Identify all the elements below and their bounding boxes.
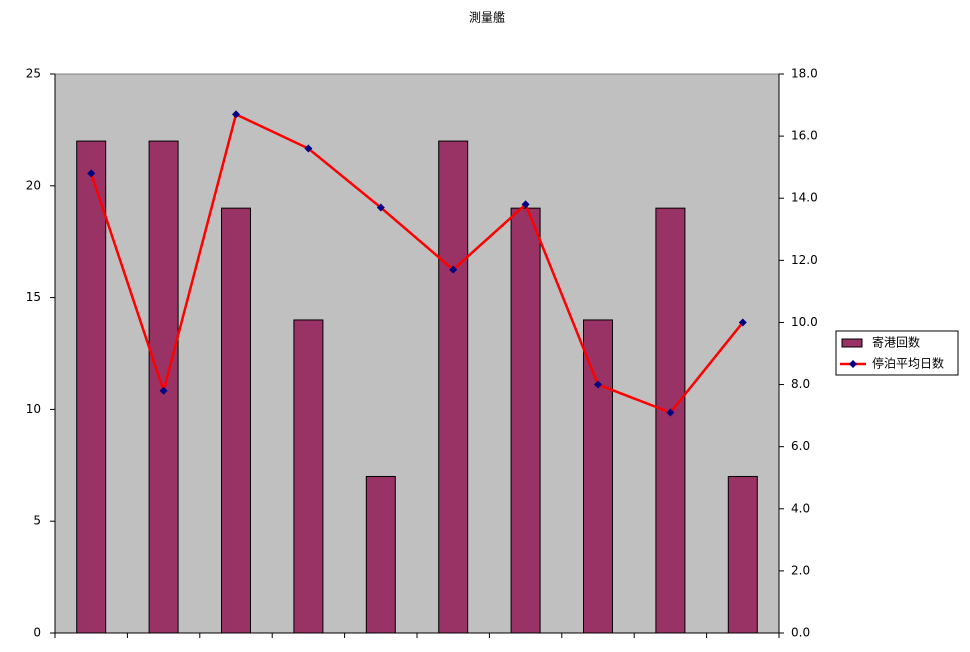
legend-box <box>835 330 959 376</box>
y2-tick-label: 6.0 <box>791 439 810 453</box>
bar <box>438 140 469 634</box>
y2-tick-label: 12.0 <box>791 253 818 267</box>
bar <box>510 207 541 634</box>
y-tick-label: 0 <box>33 626 41 640</box>
y2-tick-label: 16.0 <box>791 129 818 143</box>
y2-tick-label: 4.0 <box>791 501 810 515</box>
y2-tick-label: 0.0 <box>791 626 810 640</box>
marker <box>666 408 675 417</box>
marker <box>232 110 240 119</box>
bar <box>655 207 686 634</box>
y2-tick-label: 8.0 <box>791 377 810 391</box>
y-tick-label: 10 <box>26 402 41 416</box>
y2-tick-label: 10.0 <box>791 315 818 329</box>
marker <box>449 265 458 274</box>
bar <box>76 140 107 634</box>
marker <box>738 318 747 327</box>
y-tick-label: 20 <box>26 178 41 192</box>
marker <box>376 203 385 212</box>
bar <box>727 475 758 634</box>
bar <box>365 475 396 634</box>
y2-tick-label: 14.0 <box>791 191 818 205</box>
y-tick-label: 25 <box>26 67 41 81</box>
legend-label: 停泊平均日数 <box>872 356 944 371</box>
bar <box>583 319 613 634</box>
marker <box>304 144 313 153</box>
bar <box>293 319 324 634</box>
y-tick-label: 5 <box>33 514 41 528</box>
marker <box>87 169 96 178</box>
marker <box>594 380 602 389</box>
marker <box>159 386 168 395</box>
y2-tick-label: 18.0 <box>791 67 818 81</box>
legend-swatch <box>841 338 863 348</box>
chart-title: 測量艦 <box>469 11 505 25</box>
legend-marker <box>849 360 857 368</box>
y-tick-label: 15 <box>26 290 41 304</box>
y2-tick-label: 2.0 <box>791 563 810 577</box>
marker <box>521 200 530 209</box>
line <box>90 112 744 415</box>
bar <box>221 207 251 634</box>
legend-label: 寄港回数 <box>872 335 920 350</box>
